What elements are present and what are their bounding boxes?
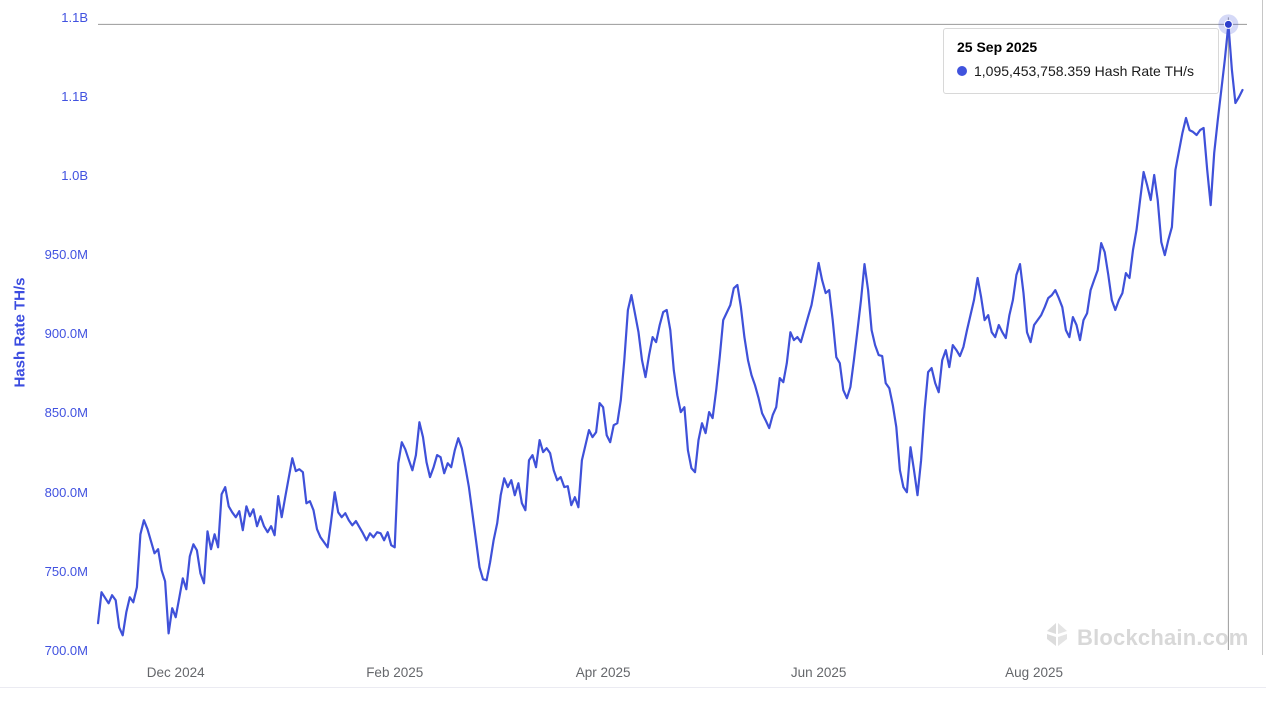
x-tick-label: Apr 2025 xyxy=(575,665,631,680)
x-tick-label: Dec 2024 xyxy=(146,665,205,680)
y-tick-label: 1.0B xyxy=(61,167,88,183)
tooltip-value: 1,095,453,758.359 Hash Rate TH/s xyxy=(974,63,1195,79)
y-tick-label: 900.0M xyxy=(44,326,88,342)
y-tick-label: 1.1B xyxy=(61,9,88,25)
tooltip-row: 1,095,453,758.359 Hash Rate TH/s xyxy=(957,63,1206,79)
hover-marker xyxy=(1223,19,1233,29)
y-tick-label: 850.0M xyxy=(44,405,88,421)
y-tick-label: 1.1B xyxy=(61,88,88,104)
hashrate-line-series xyxy=(96,23,1244,637)
tooltip-date: 25 Sep 2025 xyxy=(957,39,1038,55)
y-tick-label: 800.0M xyxy=(44,484,88,500)
y-tick-label: 750.0M xyxy=(44,563,88,579)
blockchain-logo-icon xyxy=(1045,622,1069,653)
watermark: Blockchain.com xyxy=(1045,622,1249,653)
x-tick-label: Feb 2025 xyxy=(366,665,424,680)
bottom-separator xyxy=(0,687,1266,688)
x-tick-label: Jun 2025 xyxy=(790,665,847,680)
y-tick-label: 950.0M xyxy=(44,247,88,263)
x-tick-label: Aug 2025 xyxy=(1005,665,1063,680)
y-tick-label: 700.0M xyxy=(44,642,88,658)
watermark-text: Blockchain.com xyxy=(1077,624,1249,650)
chart-tooltip: 25 Sep 2025 1,095,453,758.359 Hash Rate … xyxy=(943,28,1219,94)
series-dot-icon xyxy=(957,66,967,76)
